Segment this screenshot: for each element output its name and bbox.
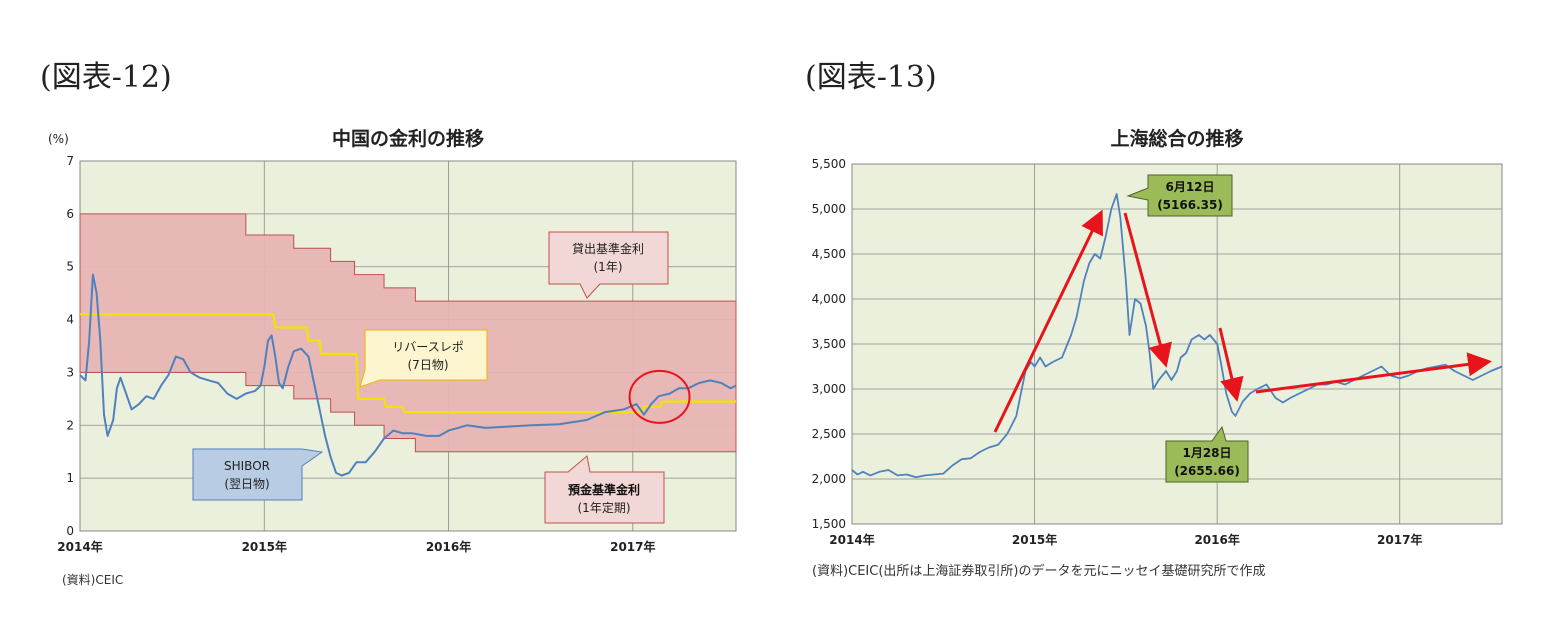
left-series-lines xyxy=(79,273,737,477)
left-x-tick-label: 2016年 xyxy=(426,539,471,554)
lending-rate-callout: 貸出基準金利 (1年) xyxy=(548,231,669,299)
right-chart: 1,500 2,000 2,500 3,000 3,500 4,000 4,500 5,000… xyxy=(812,157,1503,547)
left-y-ticks: 0 1 2 3 4 5 6 7 xyxy=(66,154,74,538)
right-y-tick-label: 3,000 xyxy=(812,382,846,396)
figure-label-right: (図表-13) xyxy=(805,60,937,95)
figure-label-left: (図表-12) xyxy=(40,60,172,95)
right-chart-title: 上海総合の推移 xyxy=(1110,128,1244,150)
left-y-tick-label: 2 xyxy=(66,418,74,432)
trend-arrow-up-2016-2017 xyxy=(1255,352,1492,394)
left-x-ticks: 2014年 2015年 2016年 2017年 xyxy=(57,539,655,554)
deposit-callout-line1: 預金基準金利 xyxy=(568,482,640,497)
shanghai-composite-line xyxy=(851,193,1503,479)
right-y-tick-label: 2,000 xyxy=(812,472,846,486)
right-x-tick-label: 2015年 xyxy=(1012,532,1057,547)
trend-arrow-down-2016 xyxy=(1218,327,1244,402)
right-chart-source: (資料)CEIC(出所は上海証券取引所)のデータを元にニッセイ基礎研究所で作成 xyxy=(812,564,1266,579)
trough-callout-value: (2655.66) xyxy=(1174,464,1240,478)
peak-callout: 6月12日 (5166.35) xyxy=(1126,174,1233,217)
right-y-tick-label: 1,500 xyxy=(812,517,846,531)
right-x-tick-label: 2014年 xyxy=(829,532,874,547)
right-y-tick-label: 5,500 xyxy=(812,157,846,171)
left-y-tick-label: 0 xyxy=(66,524,74,538)
repo-callout-line1: リバースレポ xyxy=(392,340,463,354)
right-y-tick-label: 4,500 xyxy=(812,247,846,261)
left-y-tick-label: 6 xyxy=(66,207,74,221)
deposit-rate-callout: 預金基準金利 (1年定期) xyxy=(544,455,665,524)
right-y-tick-label: 4,000 xyxy=(812,292,846,306)
trend-arrow-up-2014 xyxy=(993,209,1103,433)
left-x-tick-label: 2014年 xyxy=(57,539,102,554)
right-y-tick-label: 5,000 xyxy=(812,202,846,216)
lending-callout-line1: 貸出基準金利 xyxy=(572,241,644,256)
deposit-callout-line2: (1年定期) xyxy=(578,500,631,515)
reverse-repo-callout: リバースレポ (7日物) xyxy=(359,329,488,388)
left-y-tick-label: 1 xyxy=(66,471,74,485)
shibor-callout-line1: SHIBOR xyxy=(224,459,270,473)
trough-callout-date: 1月28日 xyxy=(1182,446,1231,460)
left-unit-label: (%) xyxy=(48,132,69,146)
lending-callout-line2: (1年) xyxy=(594,260,623,274)
right-x-tick-label: 2016年 xyxy=(1194,532,1239,547)
left-y-tick-label: 5 xyxy=(66,260,74,274)
trough-callout: 1月28日 (2655.66) xyxy=(1165,425,1249,483)
peak-callout-date: 6月12日 xyxy=(1165,180,1214,194)
left-x-tick-label: 2017年 xyxy=(610,539,655,554)
shibor-line xyxy=(79,273,737,477)
right-x-ticks: 2014年 2015年 2016年 2017年 xyxy=(829,532,1422,547)
right-x-tick-label: 2017年 xyxy=(1377,532,1422,547)
right-series-lines xyxy=(851,193,1503,479)
shibor-callout: SHIBOR (翌日物) xyxy=(192,448,324,501)
peak-callout-value: (5166.35) xyxy=(1157,198,1223,212)
right-y-tick-label: 3,500 xyxy=(812,337,846,351)
right-y-ticks: 1,500 2,000 2,500 3,000 3,500 4,000 4,500 5,000… xyxy=(812,157,846,531)
left-chart-source: (資料)CEIC xyxy=(62,573,124,587)
left-y-tick-label: 7 xyxy=(66,154,74,168)
left-chart: (%) 0 1 2 3 4 5 6 7 2014年 2015年 2016年 2017年 貸出基準金利… xyxy=(48,132,737,554)
left-x-tick-label: 2015年 xyxy=(242,539,287,554)
right-y-tick-label: 2,500 xyxy=(812,427,846,441)
left-y-tick-label: 4 xyxy=(66,313,74,327)
left-y-tick-label: 3 xyxy=(66,365,74,379)
reverse-repo-line xyxy=(80,313,736,414)
left-chart-title: 中国の金利の推移 xyxy=(331,128,484,150)
highlight-circle xyxy=(628,369,691,424)
trend-arrow-down-2015 xyxy=(1123,212,1172,368)
repo-callout-line2: (7日物) xyxy=(408,358,449,372)
shibor-callout-line2: (翌日物) xyxy=(224,477,269,491)
